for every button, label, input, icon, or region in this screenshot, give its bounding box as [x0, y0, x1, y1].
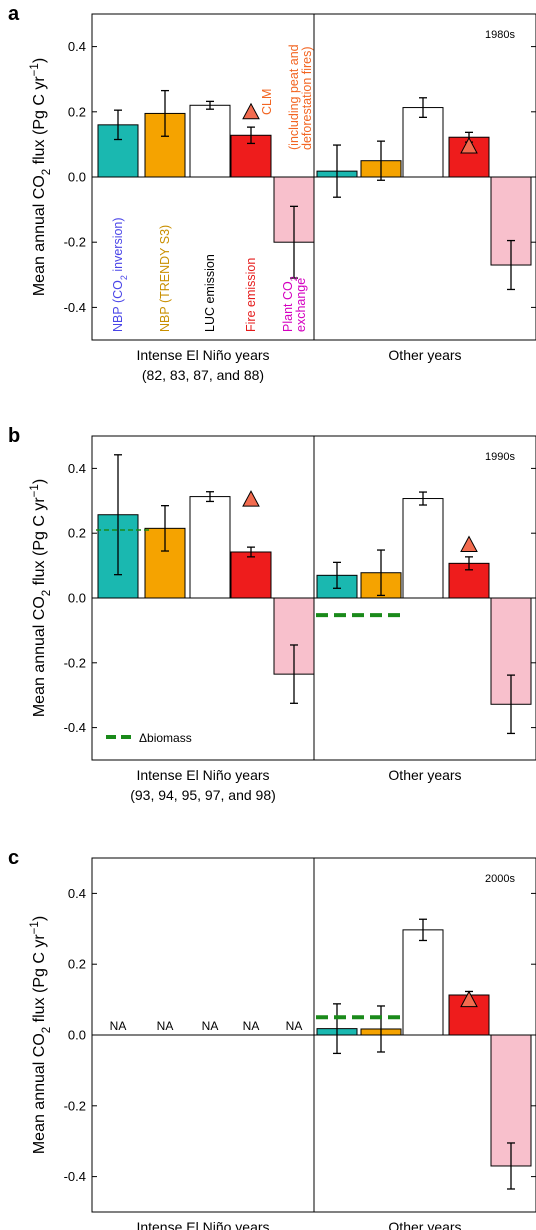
clm-note: (including peat and	[287, 44, 301, 150]
y-tick-label: -0.4	[64, 300, 86, 315]
y-tick-label: 0.4	[68, 39, 86, 54]
series-label-line2: exchange	[294, 278, 308, 332]
bar	[97, 124, 139, 178]
group-label: Intense El Niño years	[136, 347, 269, 363]
y-tick-label: 0.0	[68, 591, 86, 606]
y-tick-label: -0.4	[64, 720, 86, 735]
clm-marker	[460, 990, 478, 1008]
series-label: Fire emission	[244, 258, 258, 332]
decade-label: 1990s	[485, 451, 515, 463]
group-sublabel: (93, 94, 95, 97, and 98)	[130, 787, 276, 803]
decade-label: 1980s	[485, 29, 515, 41]
y-axis-label: Mean annual CO2 flux (Pg C yr−1)	[29, 916, 53, 1154]
panel-c: c 0.4 0.2 0.0 -0.2 -0.4 Mean annual CO2 flux (…	[8, 847, 536, 1230]
panel-a: a 0.4 0.2 0.0 -0.2 -0.4 Mean annual CO2 flux (…	[8, 3, 536, 383]
na-label: NA	[286, 1019, 303, 1033]
group-label: Other years	[388, 347, 461, 363]
series-label: Plant CO2	[281, 276, 299, 332]
y-tick-label: 0.2	[68, 104, 86, 119]
group-label: Other years	[388, 767, 461, 783]
group-label: Intense El Niño years	[136, 767, 269, 783]
group-sublabel: (82, 83, 87, and 88)	[142, 367, 264, 383]
series-label: NBP (TRENDY S3)	[158, 225, 172, 332]
y-tick-label: 0.2	[68, 957, 86, 972]
y-tick-label: 0.4	[68, 461, 86, 476]
bar	[402, 929, 444, 1036]
group-label: Intense El Niño years	[136, 1219, 269, 1230]
y-tick-label: -0.2	[64, 655, 86, 670]
bar	[144, 527, 186, 599]
clm-label: CLM	[260, 89, 274, 115]
y-tick-label: 0.0	[68, 1028, 86, 1043]
y-tick-label: 0.4	[68, 886, 86, 901]
panel-label: a	[8, 3, 20, 25]
series-label: NBP (CO2 inversion)	[111, 217, 129, 332]
bar	[189, 496, 231, 599]
na-label: NA	[110, 1019, 127, 1033]
legend-delta-biomass-label: Δbiomass	[139, 731, 192, 745]
panel-b: b 0.4 0.2 0.0 -0.2 -0.4 Mean annual CO2 flux (…	[8, 425, 536, 803]
y-tick-label: -0.4	[64, 1169, 86, 1184]
clm-marker	[242, 490, 260, 507]
group-label: Other years	[388, 1219, 461, 1230]
y-tick-label: 0.0	[68, 170, 86, 185]
clm-marker	[460, 535, 478, 553]
na-label: NA	[202, 1019, 219, 1033]
series-label: LUC emission	[203, 254, 217, 332]
y-tick-label: -0.2	[64, 235, 86, 250]
bar	[402, 498, 444, 599]
y-axis-label: Mean annual CO2 flux (Pg C yr−1)	[29, 479, 53, 717]
y-axis-label: Mean annual CO2 flux (Pg C yr−1)	[29, 58, 53, 296]
clm-marker	[460, 136, 478, 154]
clm-note: deforestation fires)	[300, 46, 314, 150]
decade-label: 2000s	[485, 873, 515, 885]
y-tick-label: -0.2	[64, 1098, 86, 1113]
na-label: NA	[243, 1019, 260, 1033]
clm-marker	[242, 102, 260, 120]
bar	[189, 104, 231, 178]
na-label: NA	[157, 1019, 174, 1033]
bar	[230, 551, 272, 599]
y-tick-label: 0.2	[68, 526, 86, 541]
panel-label: c	[8, 847, 19, 869]
panel-label: b	[8, 425, 20, 447]
